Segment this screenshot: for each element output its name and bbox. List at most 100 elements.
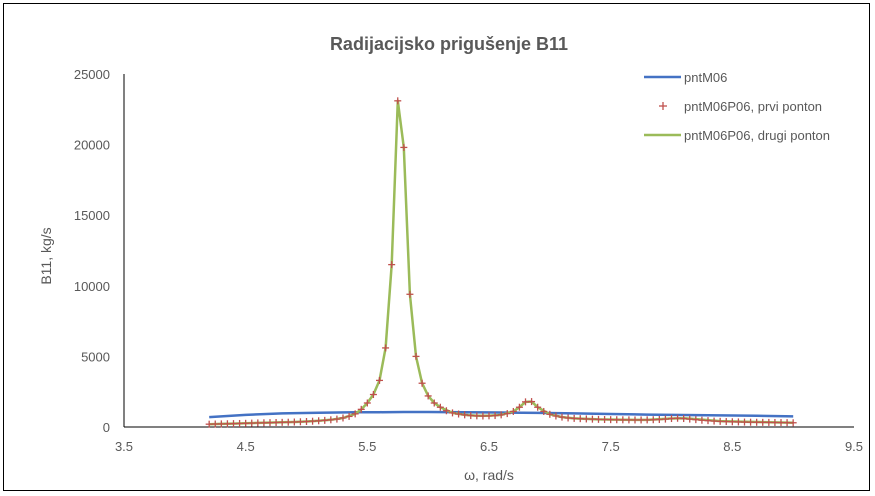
data-point bbox=[351, 410, 359, 418]
data-point bbox=[461, 411, 469, 419]
data-point bbox=[503, 410, 511, 418]
data-point bbox=[406, 290, 414, 298]
legend-item-1: pntM06P06, prvi ponton bbox=[659, 99, 822, 114]
data-point bbox=[394, 97, 402, 105]
data-point bbox=[497, 411, 505, 419]
data-point bbox=[698, 416, 706, 424]
data-point bbox=[254, 419, 262, 427]
data-point bbox=[607, 416, 615, 424]
data-point bbox=[613, 416, 621, 424]
x-tick-label: 5.5 bbox=[358, 439, 376, 454]
y-axis-label: B11, kg/s bbox=[38, 227, 54, 284]
data-point bbox=[619, 416, 627, 424]
data-point bbox=[455, 410, 463, 418]
data-point bbox=[436, 403, 444, 411]
x-axis-label: ω, rad/s bbox=[464, 467, 514, 483]
data-point bbox=[558, 413, 566, 421]
data-point bbox=[242, 419, 250, 427]
data-point bbox=[668, 415, 675, 423]
data-point bbox=[741, 418, 748, 426]
x-tick-label: 9.5 bbox=[845, 439, 863, 454]
legend-item-2: pntM06P06, drugi ponton bbox=[644, 128, 830, 143]
data-point bbox=[272, 418, 280, 426]
legend-swatch bbox=[659, 102, 667, 110]
data-point bbox=[442, 407, 450, 415]
data-point bbox=[649, 416, 657, 424]
y-tick-label: 0 bbox=[103, 420, 110, 435]
data-point bbox=[211, 420, 219, 428]
data-point bbox=[777, 419, 785, 427]
data-point bbox=[412, 352, 420, 360]
data-point bbox=[661, 415, 669, 423]
data-point bbox=[509, 407, 517, 415]
series-line-0 bbox=[209, 410, 794, 419]
data-point bbox=[734, 418, 742, 426]
data-point bbox=[680, 415, 688, 423]
data-point bbox=[339, 414, 347, 422]
data-point bbox=[716, 417, 724, 425]
data-point bbox=[692, 416, 700, 424]
data-point bbox=[376, 376, 383, 384]
x-tick-label: 6.5 bbox=[480, 439, 498, 454]
data-point bbox=[576, 415, 584, 423]
data-point bbox=[303, 417, 310, 425]
data-point bbox=[710, 417, 718, 425]
data-point bbox=[449, 409, 456, 417]
data-point bbox=[205, 420, 213, 428]
y-tick-label: 25000 bbox=[74, 67, 110, 82]
plot-area: 3.5 4.5 5.5 6.5 7.5 8.5 9.5 0 5000 10000 15000 2000… bbox=[74, 67, 863, 454]
data-point bbox=[765, 418, 773, 426]
data-point bbox=[582, 415, 590, 423]
data-point bbox=[704, 417, 712, 425]
data-point bbox=[570, 414, 578, 422]
data-point bbox=[515, 403, 523, 411]
data-point bbox=[296, 418, 304, 426]
data-point bbox=[552, 412, 560, 420]
data-point bbox=[783, 419, 791, 427]
data-point bbox=[382, 344, 390, 352]
data-point bbox=[625, 416, 633, 424]
series-layer bbox=[205, 97, 797, 428]
data-point bbox=[588, 415, 596, 423]
data-point bbox=[345, 412, 353, 420]
y-tick-label: 15000 bbox=[74, 208, 110, 223]
legend: pntM06 pntM06P06, prvi ponton pntM06P06, d… bbox=[644, 70, 830, 143]
data-point bbox=[388, 261, 396, 269]
data-point bbox=[230, 420, 237, 428]
data-point bbox=[655, 416, 663, 424]
data-point bbox=[564, 414, 572, 422]
data-point bbox=[789, 419, 797, 427]
data-point bbox=[369, 391, 377, 399]
chart-title: Radijacijsko prigušenje B11 bbox=[330, 34, 568, 54]
data-point bbox=[485, 412, 493, 420]
legend-label: pntM06 bbox=[684, 70, 727, 85]
chart-svg: Radijacijsko prigušenje B11 3.5 4.5 5.5 6.5… bbox=[38, 34, 863, 483]
data-point bbox=[728, 418, 736, 426]
data-point bbox=[674, 414, 682, 422]
data-point bbox=[260, 419, 268, 427]
data-point bbox=[357, 405, 365, 413]
series-line-2 bbox=[209, 99, 794, 426]
data-point bbox=[753, 418, 761, 426]
data-point bbox=[759, 418, 767, 426]
data-point bbox=[248, 419, 256, 427]
y-tick-label: 10000 bbox=[74, 279, 110, 294]
data-point bbox=[321, 416, 329, 424]
data-point bbox=[278, 418, 286, 426]
x-tick-label: 3.5 bbox=[115, 439, 133, 454]
data-point bbox=[491, 412, 499, 420]
data-point bbox=[309, 417, 317, 425]
x-tick-label: 7.5 bbox=[602, 439, 620, 454]
data-point bbox=[284, 418, 292, 426]
data-point bbox=[546, 410, 554, 418]
data-point bbox=[473, 412, 481, 420]
data-point bbox=[467, 412, 475, 420]
data-point bbox=[637, 416, 645, 424]
data-point bbox=[217, 420, 225, 428]
y-tick-label: 20000 bbox=[74, 138, 110, 153]
data-point bbox=[333, 415, 341, 423]
data-point bbox=[722, 418, 730, 426]
data-point bbox=[479, 412, 487, 420]
legend-item-0: pntM06 bbox=[644, 70, 727, 85]
data-point bbox=[595, 415, 602, 423]
